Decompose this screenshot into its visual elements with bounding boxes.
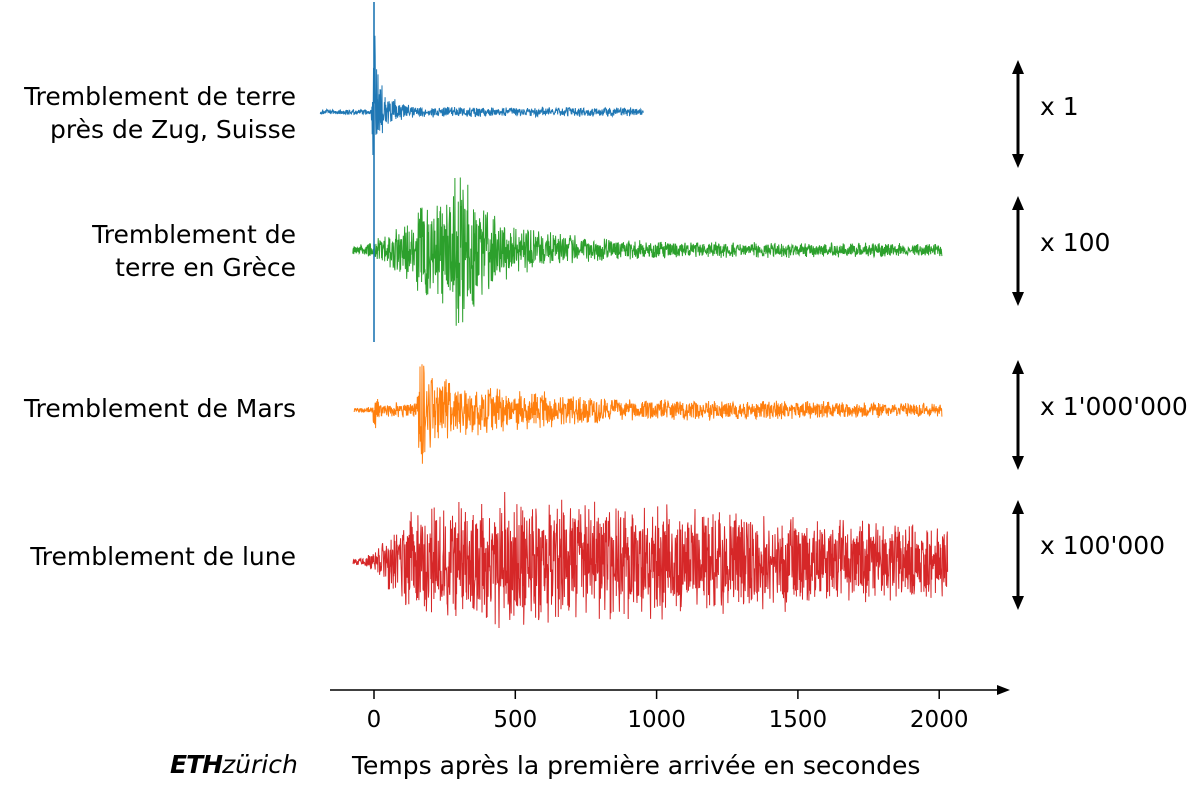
scale-label-2: x 100 xyxy=(1040,228,1111,257)
logo-sub: zürich xyxy=(222,750,298,779)
series-trace-3 xyxy=(353,364,943,464)
x-tick-label: 1000 xyxy=(627,707,686,733)
scale-label-3: x 1'000'000 xyxy=(1040,392,1188,421)
traces xyxy=(319,2,949,629)
x-tick-label: 0 xyxy=(367,707,382,733)
scale-arrow-head-down xyxy=(1012,154,1024,168)
x-axis: 0 500 1000 1500 2000 xyxy=(330,685,1010,733)
x-axis-arrowhead xyxy=(997,685,1010,695)
scale-arrow-head-up xyxy=(1012,500,1024,514)
scale-arrow-head-down xyxy=(1012,596,1024,610)
scale-arrow-head-up xyxy=(1012,360,1024,374)
scale-arrow-head-down xyxy=(1012,456,1024,470)
series-label-1: Tremblement de terre près de Zug, Suisse xyxy=(24,82,296,144)
scale-arrow-head-up xyxy=(1012,196,1024,210)
x-axis-label: Temps après la première arrivée en secon… xyxy=(352,751,921,780)
series-label-2: Tremblement de terre en Grèce xyxy=(92,220,296,282)
series-trace-2 xyxy=(352,177,943,326)
scale-label-1: x 1 xyxy=(1040,92,1079,121)
series-trace-4 xyxy=(352,491,949,629)
scale-arrow-head-down xyxy=(1012,292,1024,306)
scale-label-4: x 100'000 xyxy=(1040,531,1166,560)
eth-zurich-logo: ETHzürich xyxy=(170,750,298,779)
x-tick-label: 1500 xyxy=(769,707,828,733)
series-label-4: Tremblement de lune xyxy=(30,542,296,571)
series-label-3: Tremblement de Mars xyxy=(24,394,296,423)
series-trace-1 xyxy=(319,35,644,156)
scale-arrow-head-up xyxy=(1012,60,1024,74)
scale-arrows xyxy=(1012,60,1024,610)
logo-brand: ETH xyxy=(170,750,223,779)
x-tick-label: 500 xyxy=(493,707,537,733)
x-tick-label: 2000 xyxy=(910,707,969,733)
